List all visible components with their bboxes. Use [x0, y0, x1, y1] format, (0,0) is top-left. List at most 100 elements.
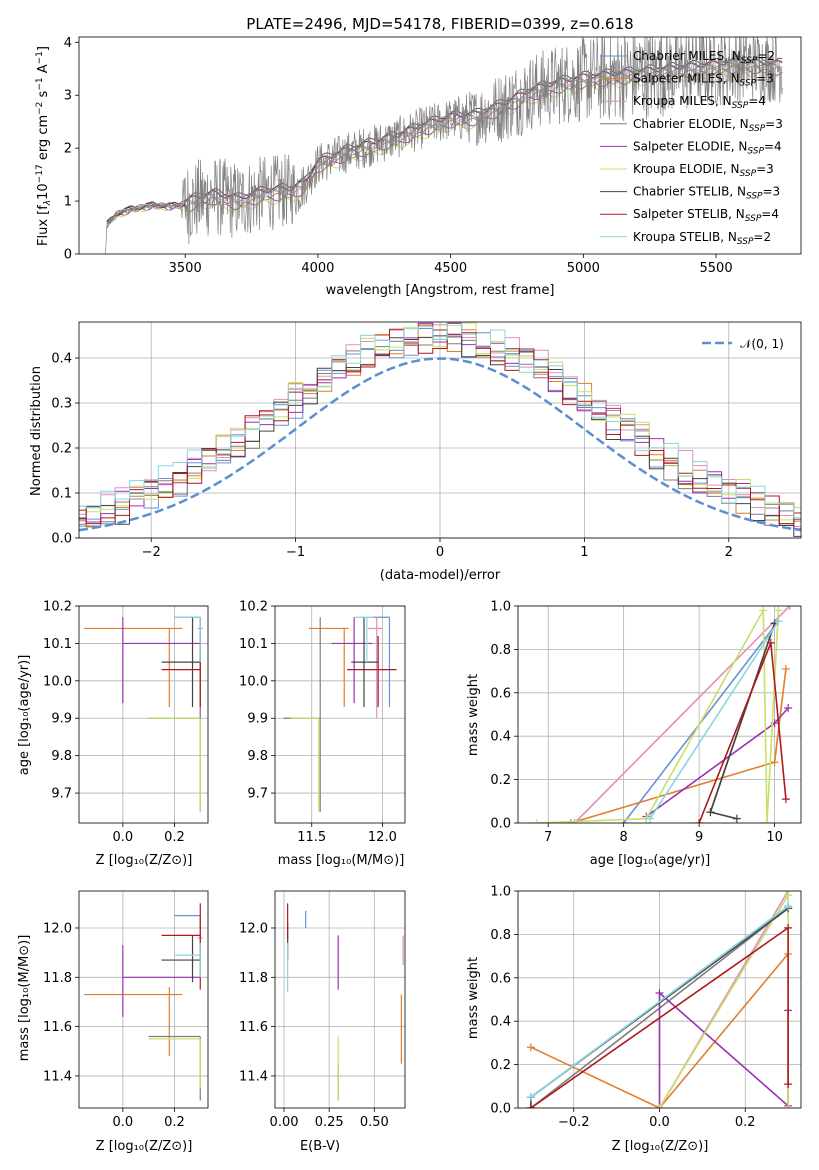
x-tick-label: 0.25: [315, 1115, 344, 1130]
age_vs_mass-axes: 11.5 12.0 9.7 9.8 9.9 10.0 10.1 10.2: [239, 600, 405, 845]
mass_vs_ebv-plot-area: [287, 903, 404, 1101]
histogram-step-line: [79, 335, 801, 537]
x-tick-label: 4000: [301, 261, 334, 276]
y-tick-label: 11.4: [239, 1069, 268, 1084]
y-tick-label: 0.3: [51, 397, 72, 412]
y-tick-label: 9.8: [51, 749, 72, 764]
y-tick-label: 0.2: [51, 442, 72, 457]
y-tick-label: 11.6: [239, 1020, 268, 1035]
mass-vs-z-y-label: mass [log₁₀(M/M⊙)]: [17, 935, 32, 1062]
legend-entry: Salpeter ELODIE, NSSP=4: [633, 139, 782, 156]
y-tick-label: 0.0: [51, 532, 72, 547]
histogram-step-line: [79, 324, 801, 528]
y-tick-label: 1: [64, 195, 72, 210]
plus-marker: [526, 1093, 535, 1102]
y-tick-label: 3: [64, 89, 72, 104]
plus-marker: [784, 891, 793, 900]
residual_hist-axes: −2 −1 0 1 2 0.0 0.1 0.2 0.3 0.4: [51, 322, 801, 560]
x-tick-label: 0.2: [735, 1115, 756, 1130]
plus-marker: [655, 1104, 664, 1108]
x-tick-label: 3500: [169, 261, 202, 276]
plus-marker: [784, 1080, 793, 1089]
x-tick-label: 0.2: [164, 1115, 185, 1130]
age-vs-z-y-label: age [log₁₀(age/yr)]: [17, 655, 32, 776]
x-tick-label: 1: [580, 545, 588, 560]
plus-marker: [566, 819, 575, 823]
mass-weight-line: [649, 620, 780, 820]
y-tick-label: 0: [64, 248, 72, 263]
y-tick-label: 1.0: [490, 600, 511, 615]
mass-weight-line: [530, 953, 789, 1108]
legend-entry: Kroupa MILES, NSSP=4: [633, 94, 766, 111]
plus-marker: [784, 1104, 793, 1108]
plus-marker: [774, 617, 783, 626]
plus-marker: [695, 819, 704, 823]
y-tick-label: 0.4: [490, 730, 511, 745]
y-tick-label: 0.1: [51, 487, 72, 502]
mass-weight-line: [530, 905, 789, 1098]
x-tick-label: 0.00: [270, 1115, 299, 1130]
age_vs_mass-plot-area: [283, 616, 397, 812]
plus-marker: [770, 758, 779, 767]
histogram-step-line: [79, 322, 801, 519]
y-tick-label: 10.0: [43, 674, 72, 689]
y-tick-label: 0.2: [490, 1058, 511, 1073]
x-tick-label: 0.0: [649, 1115, 670, 1130]
mass_weight_vs_age-plot-area: [532, 606, 794, 823]
plus-marker: [646, 814, 655, 823]
y-tick-label: 0.0: [490, 817, 511, 832]
x-tick-label: 12.0: [368, 830, 397, 845]
mw-z-y-label: mass weight: [466, 957, 481, 1039]
legend-entry: Salpeter MILES, NSSP=3: [633, 72, 774, 89]
plus-marker: [781, 664, 790, 673]
mass-vs-ebv-x-label: E(B-V): [300, 1139, 340, 1154]
histogram-step-line: [79, 322, 801, 527]
y-tick-label: 11.6: [43, 1020, 72, 1035]
residual_hist-frame: [78, 321, 802, 539]
mass_vs_Z-axes: 0.0 0.2 11.4 11.6 11.8 12.0: [43, 891, 208, 1130]
x-tick-label: 8: [620, 830, 628, 845]
plus-marker: [784, 902, 793, 911]
age-vs-mass-x-label: mass [log₁₀(M/M⊙)]: [278, 853, 405, 868]
spectrum-plot-area: [105, 37, 783, 254]
mass-vs-z-x-label: Z [log₁₀(Z/Z⊙)]: [96, 1139, 193, 1154]
x-tick-label: 5000: [567, 261, 600, 276]
histogram-step-line: [79, 328, 801, 525]
legend-entry: Chabrier MILES, NSSP=2: [633, 49, 775, 66]
observed-spectrum-line: [105, 37, 783, 254]
y-tick-label: 10.2: [239, 600, 268, 615]
histogram-y-label: Normed distribution: [29, 366, 44, 496]
histogram-plot-area: [79, 322, 801, 537]
chart-panels: 3500 4000 4500 5000 5500 0 1 2 3 4 Chabrier MILES,…: [43, 36, 802, 1130]
age_vs_mass-frame: [274, 605, 406, 824]
plus-marker: [732, 814, 741, 823]
age_vs_Z-plot-area: [84, 616, 203, 812]
y-tick-label: 10.0: [239, 674, 268, 689]
y-tick-label: 0.0: [490, 1102, 511, 1117]
y-tick-label: 12.0: [43, 921, 72, 936]
plus-marker: [766, 638, 775, 647]
mass_vs_Z-frame: [78, 890, 209, 1109]
y-tick-label: 1.0: [490, 885, 511, 900]
x-tick-label: 0: [436, 545, 444, 560]
y-tick-label: 0.6: [490, 971, 511, 986]
legend-entry: Kroupa ELODIE, NSSP=3: [633, 162, 774, 179]
mass_weight_vs_Z-plot-area: [526, 891, 793, 1108]
y-tick-label: 10.2: [43, 600, 72, 615]
age_vs_Z-frame: [78, 605, 209, 824]
plus-marker: [706, 808, 715, 817]
plus-marker: [526, 1104, 535, 1108]
legend-entry: Salpeter STELIB, NSSP=4: [633, 207, 779, 224]
mass_weight_vs_Z-frame: [517, 890, 802, 1109]
age-vs-z-x-label: Z [log₁₀(Z/Z⊙)]: [96, 853, 193, 868]
y-tick-label: 9.9: [51, 712, 72, 727]
y-tick-label: 10.1: [239, 637, 268, 652]
mass_vs_ebv-axes: 0.00 0.25 0.50 11.4 11.6 11.8 12.0: [239, 891, 405, 1130]
x-tick-label: 11.5: [297, 830, 326, 845]
y-tick-label: 0.2: [490, 773, 511, 788]
y-tick-label: 0.8: [490, 643, 511, 658]
y-tick-label: 0.6: [490, 686, 511, 701]
spectrum-axes: 3500 4000 4500 5000 5500 0 1 2 3 4: [64, 36, 733, 276]
spectrum-x-label: wavelength [Angstrom, rest frame]: [326, 283, 555, 298]
